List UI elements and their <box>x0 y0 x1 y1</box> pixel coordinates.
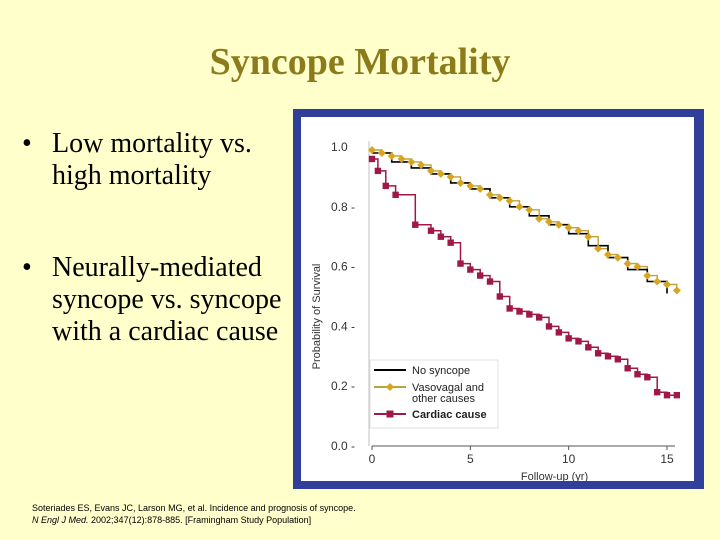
cardiac-marker <box>644 374 651 381</box>
vasovagal-marker <box>564 223 573 232</box>
bullet-text: Low mortality vs. high mortality <box>52 128 252 191</box>
survival-chart: 0.0 - 0.2 - 0.4 - 0.6 - 0.8 - 1.0 0 5 10 15 Follow… <box>311 140 681 481</box>
vasovagal-marker <box>663 280 671 289</box>
vasovagal-marker <box>407 157 416 166</box>
vasovagal-marker <box>545 217 553 226</box>
cardiac-marker <box>585 344 592 351</box>
cardiac-marker <box>374 167 382 175</box>
legend-vasovagal-label: Vasovagal and <box>412 382 484 394</box>
cardiac-marker <box>594 350 602 357</box>
x-tick-label: 0 <box>369 452 376 466</box>
vasovagal-marker <box>653 277 662 286</box>
cardiac-marker <box>555 329 563 336</box>
vasovagal-marker <box>427 166 435 175</box>
vasovagal-marker <box>387 151 396 160</box>
bullet-symbol: • <box>22 128 32 159</box>
citation-journal: N Engl J Med. <box>32 515 89 525</box>
legend-vasovagal-marker <box>386 383 394 391</box>
vasovagal-marker <box>436 169 445 178</box>
vasovagal-marker <box>476 184 485 193</box>
cardiac-marker <box>486 278 494 285</box>
cardiac-marker <box>392 191 399 199</box>
citation-line-2: N Engl J Med. 2002;347(12):878-885. [Fra… <box>32 514 356 526</box>
cardiac-marker <box>653 388 661 396</box>
legend-no-syncope-label: No syncope <box>412 365 470 377</box>
cardiac-marker <box>457 260 464 267</box>
y-tick-label: 0.2 - <box>331 379 355 393</box>
cardiac-marker <box>624 365 631 372</box>
cardiac-marker <box>526 311 533 318</box>
cardiac-marker <box>467 266 474 273</box>
cardiac-marker <box>634 371 641 378</box>
cardiac-marker <box>545 323 553 330</box>
bullet-list: • Low mortality vs. high mortality • Neu… <box>22 128 292 348</box>
vasovagal-marker <box>525 205 534 214</box>
bullet-item: • Low mortality vs. high mortality <box>22 128 292 192</box>
vasovagal-marker <box>446 172 455 181</box>
cardiac-marker <box>575 338 582 345</box>
cardiac-marker <box>447 239 454 246</box>
vasovagal-marker <box>535 214 544 223</box>
vasovagal-marker <box>643 271 652 280</box>
vasovagal-marker <box>672 286 681 295</box>
cardiac-marker <box>382 182 389 190</box>
bullet-item: • Neurally-mediated syncope vs. syncope … <box>22 252 292 348</box>
vasovagal-marker <box>456 178 465 187</box>
vasovagal-marker <box>466 181 475 190</box>
chart-panel: 0.0 - 0.2 - 0.4 - 0.6 - 0.8 - 1.0 0 5 10 15 Follow… <box>301 117 694 481</box>
bullet-symbol: • <box>22 252 32 283</box>
cardiac-marker <box>565 335 572 342</box>
vasovagal-marker <box>633 262 642 271</box>
cardiac-marker <box>368 155 376 163</box>
y-tick-label: 0.4 - <box>331 319 355 333</box>
y-axis-label: Probability of Survival <box>311 264 323 370</box>
vasovagal-marker <box>486 190 494 199</box>
bullet-text: Neurally-mediated syncope vs. syncope wi… <box>52 252 282 347</box>
vasovagal-marker <box>397 154 406 163</box>
vasovagal-marker <box>613 253 622 262</box>
cardiac-marker <box>412 221 419 228</box>
x-axis-label: Follow-up (yr) <box>521 471 588 481</box>
citation-details: 2002;347(12):878-885. [Framingham Study … <box>88 515 312 525</box>
cardiac-marker <box>516 308 523 315</box>
vasovagal-marker <box>495 193 504 202</box>
cardiac-marker <box>496 293 504 300</box>
slide-title: Syncope Mortality <box>209 41 511 83</box>
cardiac-marker <box>535 314 543 321</box>
vasovagal-marker <box>515 202 524 211</box>
cardiac-marker <box>506 305 513 312</box>
legend-vasovagal-label: other causes <box>412 393 475 405</box>
vasovagal-marker <box>417 160 426 169</box>
y-tick-label: 0.6 - <box>331 260 355 274</box>
vasovagal-marker <box>604 250 612 259</box>
x-tick-label: 15 <box>660 452 674 466</box>
citation-line-1: Soteriades ES, Evans JC, Larson MG, et a… <box>32 503 356 513</box>
cardiac-marker <box>663 391 671 399</box>
vasovagal-marker <box>377 148 386 157</box>
cardiac-marker <box>604 353 612 360</box>
cardiac-marker <box>437 233 445 240</box>
y-tick-label: 0.0 - <box>331 439 355 453</box>
cardiac-marker <box>427 227 435 234</box>
citation: Soteriades ES, Evans JC, Larson MG, et a… <box>32 502 356 526</box>
vasovagal-marker <box>594 244 603 253</box>
legend-cardiac-marker <box>386 410 394 418</box>
vasovagal-marker <box>368 145 376 154</box>
x-tick-label: 10 <box>562 452 576 466</box>
legend-cardiac-label: Cardiac cause <box>412 409 487 421</box>
y-tick-label: 1.0 <box>331 140 348 154</box>
vasovagal-marker <box>505 196 514 205</box>
cardiac-marker <box>673 391 681 399</box>
vasovagal-marker <box>584 232 593 241</box>
chart-frame: 0.0 - 0.2 - 0.4 - 0.6 - 0.8 - 1.0 0 5 10 15 Follow… <box>293 109 704 489</box>
x-tick-label: 5 <box>467 452 474 466</box>
y-tick-label: 0.8 - <box>331 200 355 214</box>
cardiac-marker <box>614 356 622 363</box>
vasovagal-marker <box>623 259 632 268</box>
vasovagal-marker <box>574 226 583 235</box>
cardiac-marker <box>476 272 484 279</box>
